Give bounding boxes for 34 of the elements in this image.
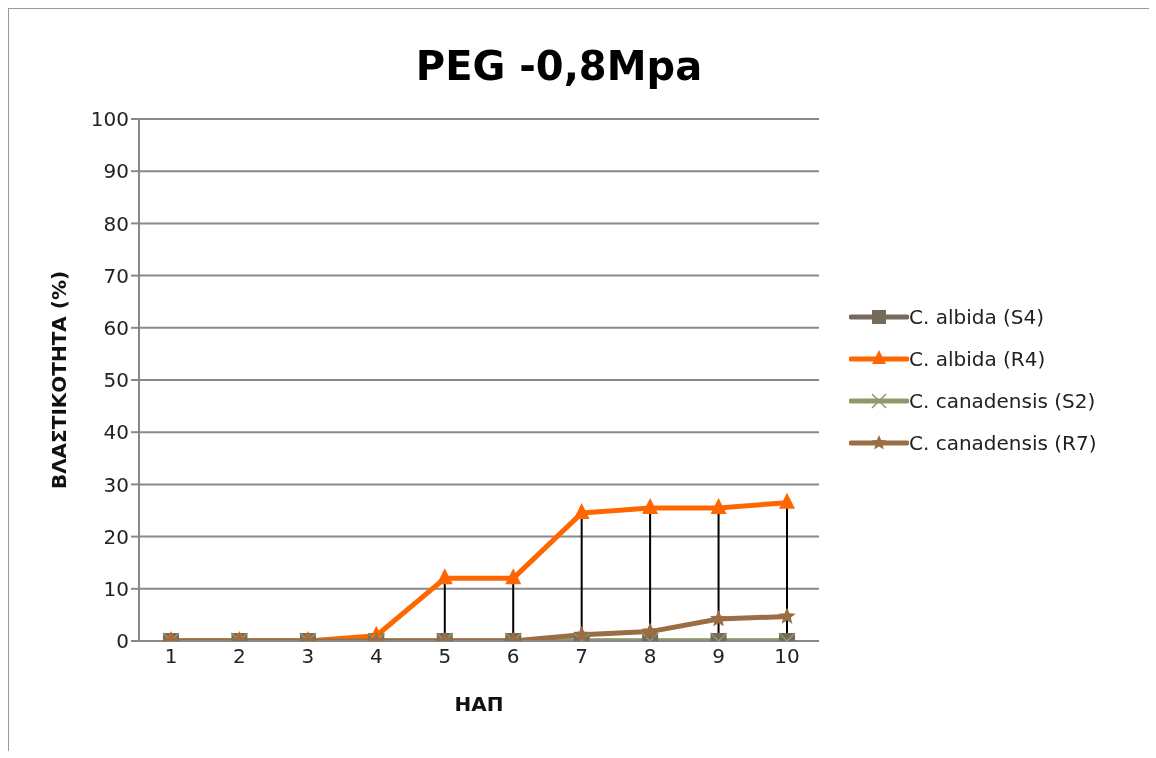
x-tick-label: 4 — [369, 644, 383, 669]
y-tick-label: 30 — [103, 472, 129, 497]
y-tick-label: 90 — [103, 159, 129, 184]
x-tick-label: 10 — [774, 644, 800, 669]
point — [436, 568, 453, 585]
y-tick-label: 100 — [90, 107, 129, 132]
legend-label: C. albida (R4) — [909, 347, 1046, 371]
x-tick-label: 2 — [233, 644, 246, 669]
y-tick-label: 20 — [103, 524, 129, 549]
point — [573, 503, 590, 520]
point — [505, 568, 522, 585]
x-tick-label: 1 — [164, 644, 178, 669]
x-axis-title: ΗΑΠ — [454, 692, 504, 716]
x-tick-label: 3 — [301, 644, 315, 669]
point — [779, 492, 795, 509]
legend-label: C. canadensis (R7) — [909, 431, 1097, 455]
x-tick-label: 6 — [506, 644, 520, 669]
legend-label: C. canadensis (S2) — [909, 389, 1096, 413]
y-tick-label: 50 — [103, 368, 129, 393]
legend-label: C. albida (S4) — [909, 305, 1045, 329]
chart-title: PEG -0,8Mpa — [414, 43, 704, 89]
y-tick-label: 10 — [103, 576, 129, 601]
point — [710, 497, 727, 514]
y-tick-label: 60 — [103, 315, 129, 340]
y-tick-label: 70 — [103, 263, 129, 288]
x-tick-label: 7 — [575, 644, 589, 669]
x-tick-label: 5 — [438, 644, 452, 669]
y-tick-label: 40 — [103, 420, 129, 445]
x-tick-label: 9 — [712, 644, 725, 669]
x-tick-label: 8 — [643, 644, 657, 669]
y-tick-label: 0 — [116, 629, 129, 654]
point — [642, 497, 659, 514]
y-axis-title: ΒΛΑΣΤΙΚΟΤΗΤΑ (%) — [47, 270, 72, 490]
y-tick-label: 80 — [103, 211, 129, 236]
